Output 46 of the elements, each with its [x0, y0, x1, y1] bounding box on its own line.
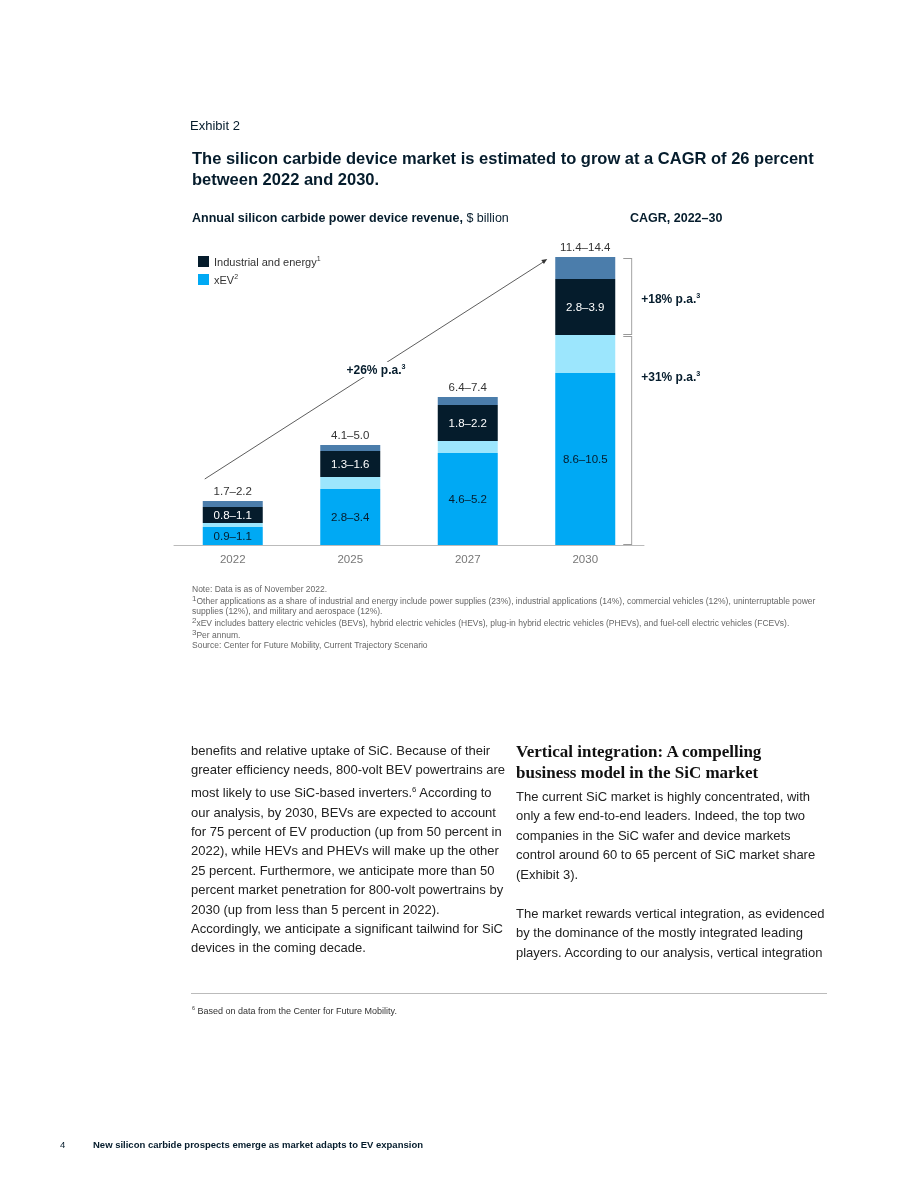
x-tick-label: 2022: [219, 553, 246, 565]
bar: [320, 451, 381, 477]
chart-title: The silicon carbide device market is estimated to grow at a CAGR of 26 percent between 2022 and 2030.: [192, 148, 815, 190]
text: Vertical integration: A compelling business model in the SiC market: [516, 741, 763, 783]
bar: [320, 477, 381, 489]
total-label: 11.4–14.4: [560, 241, 611, 253]
y-axis-title: Annual silicon carbide power device revenue, $ billion: [192, 211, 509, 225]
bar: [437, 397, 498, 405]
data-label: 0.8–1.1: [213, 509, 252, 521]
text: New silicon carbide prospects emerge as market adapts to EV expansion: [93, 1139, 423, 1150]
bar: [320, 489, 381, 545]
bar: [555, 279, 616, 335]
bar: [555, 335, 616, 373]
bar: [555, 373, 616, 545]
total-label: 1.7–2.2: [213, 485, 252, 497]
data-label: 1.8–2.2: [448, 417, 487, 429]
data-label: 8.6–10.5: [562, 453, 608, 465]
text: CAGR, 2022–30: [630, 211, 723, 225]
bar: [437, 441, 498, 453]
data-label: 1.3–1.6: [331, 458, 370, 470]
bar: [320, 445, 381, 451]
annotation: +18% p.a.$^{3}$: [639, 290, 703, 306]
bar: [202, 501, 263, 507]
text: Note: Data is as of November 2022.: [192, 584, 329, 594]
text: The current SiC market is highly concentrated, with only a few end-to-end leaders. Indeed, the top two companies in the SiC wafer and device markets control around 60 to 65 percent of SiC market share (Exhibit 3).: [516, 788, 817, 884]
source-note: Source: Center for Future Mobility, Current Trajectory Scenario: [192, 640, 429, 650]
x-tick-label: 2025: [337, 553, 364, 565]
bar: [437, 405, 498, 441]
x-tick-label: 2030: [572, 553, 599, 565]
data-label: 2.8–3.4: [331, 511, 371, 523]
annotation: +31% p.a.$^{3}$: [639, 368, 703, 384]
data-label: 4.6–5.2: [448, 493, 487, 505]
total-label: 4.1–5.0: [331, 429, 370, 441]
annotation: +26% p.a.$^{3}$: [344, 361, 408, 377]
data-label: 0.9–1.1: [213, 530, 252, 542]
x-tick-label: 2027: [454, 553, 481, 565]
text: benefits and relative uptake of SiC. Because of their greater efficiency needs, 800-volt BEV powertrains are most likely to use SiC-based inverters.$^{6}$ According to our analysis, by 2030, BEVs are expected to account for 75 percent of EV production (up from 50 percent in 2022), while HEVs and PHEVs will make up the other 25 percent. Furthermore, we anticipate more than 50 percent market penetration for 800-volt powertrains by 2030 (up from less than 5 percent in 2022). Accordingly, we anticipate a significant tailwind for SiC devices in the coming decade.: [191, 743, 506, 956]
text: Exhibit 2: [190, 118, 240, 133]
text: The market rewards vertical integration, as evidenced by the dominance of the mostly integrated leading players. According to our analysis, vertical integration: [516, 905, 826, 962]
total-label: 6.4–7.4: [448, 381, 488, 393]
text: $^{6}$ Based on data from the Center for Future Mobility.: [192, 1005, 397, 1016]
bar: [202, 523, 263, 527]
text: 4: [60, 1139, 66, 1150]
data-label: 2.8–3.9: [566, 301, 605, 313]
bar: [555, 257, 616, 279]
bar: [437, 453, 498, 545]
